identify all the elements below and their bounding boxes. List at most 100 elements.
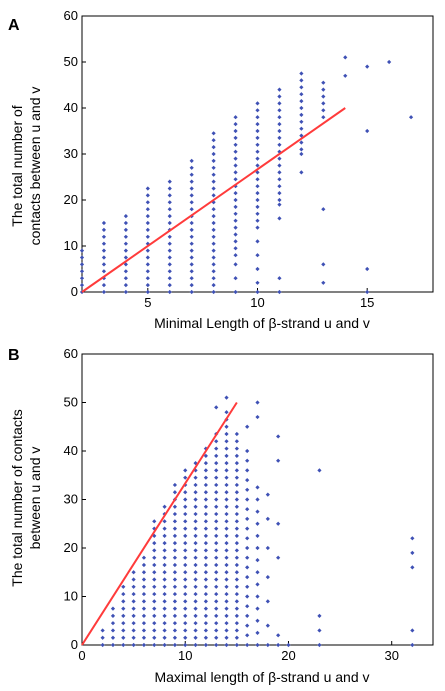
panel-b-data-point <box>110 613 116 618</box>
panel-b-data-point <box>224 642 229 648</box>
panel-a-data-point <box>101 220 107 226</box>
panel-b-data-point <box>172 613 178 618</box>
panel-a-data-point <box>255 142 260 147</box>
panel-a-data-point <box>211 131 216 136</box>
panel-b-data-point <box>203 453 208 458</box>
panel-a-data-point <box>123 214 128 219</box>
panel-b-data-point <box>224 439 229 444</box>
panel-b-data-point <box>203 555 208 560</box>
panel-b-data-point <box>162 519 167 524</box>
panel-a-data-point <box>255 204 260 209</box>
panel-a-data-point <box>101 289 107 295</box>
panel-b-data-point <box>234 533 239 538</box>
panel-a-data-point <box>277 177 282 182</box>
panel-b-data-point <box>193 511 198 517</box>
panel-b-data-point <box>234 642 239 648</box>
panel-b-xlabel: Maximal length of β-strand u and v <box>154 669 369 685</box>
panel-b-data-point <box>234 482 239 488</box>
panel-b-xtick-label: 20 <box>281 648 295 663</box>
panel-b-data-point <box>245 497 250 502</box>
panel-a-data-point <box>255 149 260 154</box>
panel-a-data-point <box>189 200 194 205</box>
panel-b-data-point <box>245 594 250 599</box>
panel-a-data-point <box>343 55 348 60</box>
panel-b-data-point <box>255 582 260 587</box>
panel-b-data-point <box>234 599 239 604</box>
panel-b-data-point <box>214 461 219 466</box>
panel-a-data-point <box>321 94 326 99</box>
panel-b-data-point <box>183 591 188 597</box>
panel-a-data-point <box>255 108 260 113</box>
panel-a-xlabel: Minimal Length of β-strand u and v <box>154 315 370 331</box>
panel-b-data-point <box>203 570 208 575</box>
panel-a-data-point <box>321 280 326 285</box>
panel-b-data-point <box>224 453 229 458</box>
panel-b-data-point <box>203 461 208 466</box>
panel-a-data-point <box>408 115 414 120</box>
panel-a-data-point <box>387 59 392 65</box>
panel-a-data-point <box>189 262 194 267</box>
panel-a: A The total number of contacts between u… <box>8 8 434 331</box>
panel-b-data-point <box>265 516 270 521</box>
panel-b-data-point <box>131 613 136 618</box>
panel-b-data-point <box>203 468 208 473</box>
panel-a-data-point <box>365 266 370 272</box>
panel-b-data-point <box>141 570 147 575</box>
panel-a-data-point <box>233 135 238 140</box>
panel-b-data-point <box>152 548 157 553</box>
panel-a-data-point <box>189 283 194 288</box>
panel-b-data-point <box>193 541 198 546</box>
panel-b-data-point <box>183 555 188 560</box>
panel-b-data-point <box>100 642 105 648</box>
panel-a-data-point <box>101 241 107 246</box>
panel-b-data-point <box>234 439 239 444</box>
panel-a-data-point <box>277 87 282 92</box>
panel-b-data-point <box>224 562 229 568</box>
panel-a-data-point <box>321 115 326 120</box>
panel-b-data-point <box>234 635 239 640</box>
panel-b: B The total number of contacts between u… <box>8 346 434 685</box>
panel-b-data-point <box>234 621 239 626</box>
panel-b-data-point <box>276 555 281 560</box>
panel-a-data-point <box>365 128 370 134</box>
panel-a-data-point <box>123 234 128 239</box>
panel-b-data-point <box>214 490 219 495</box>
panel-a-data-point <box>211 283 216 288</box>
panel-b-ytick-label: 0 <box>71 637 78 652</box>
panel-b-data-point <box>183 613 188 618</box>
panel-b-ytick-label: 40 <box>64 443 78 458</box>
panel-a-data-point <box>167 283 172 288</box>
panel-b-data-point <box>193 613 198 618</box>
panel-b-data-point <box>255 414 260 420</box>
panel-b-data-point <box>110 606 116 611</box>
panel-b-data-point <box>172 621 178 626</box>
panel-b-data-point <box>224 511 229 517</box>
panel-b-data-point <box>234 562 239 568</box>
panel-a-data-point <box>343 73 348 78</box>
panel-a-data-point <box>321 80 326 85</box>
panel-a-data-point <box>145 234 150 239</box>
panel-b-data-point <box>193 533 198 538</box>
panel-a-data-point <box>255 197 260 203</box>
panel-a-data-point <box>255 280 260 285</box>
panel-b-data-point <box>234 584 239 589</box>
panel-b-data-point <box>141 613 147 618</box>
panel-b-data-point <box>255 521 260 526</box>
panel-a-data-point <box>277 108 282 113</box>
panel-a-data-point <box>299 170 304 175</box>
panel-a-data-point <box>277 128 282 134</box>
panel-b-data-point <box>152 526 157 531</box>
panel-b-data-point <box>121 606 126 611</box>
panel-a-data-point <box>299 112 304 117</box>
panel-b-data-point <box>255 545 260 551</box>
panel-b-data-point <box>172 628 178 633</box>
panel-b-data-point <box>255 618 260 623</box>
panel-a-data-point <box>211 269 216 274</box>
panel-b-data-point <box>234 526 239 531</box>
panel-b-data-point <box>317 613 322 618</box>
panel-b-data-point <box>214 635 219 640</box>
panel-b-ytick-label: 50 <box>64 395 78 410</box>
panel-b-data-point <box>162 548 167 553</box>
panel-a-data-point <box>79 276 85 281</box>
